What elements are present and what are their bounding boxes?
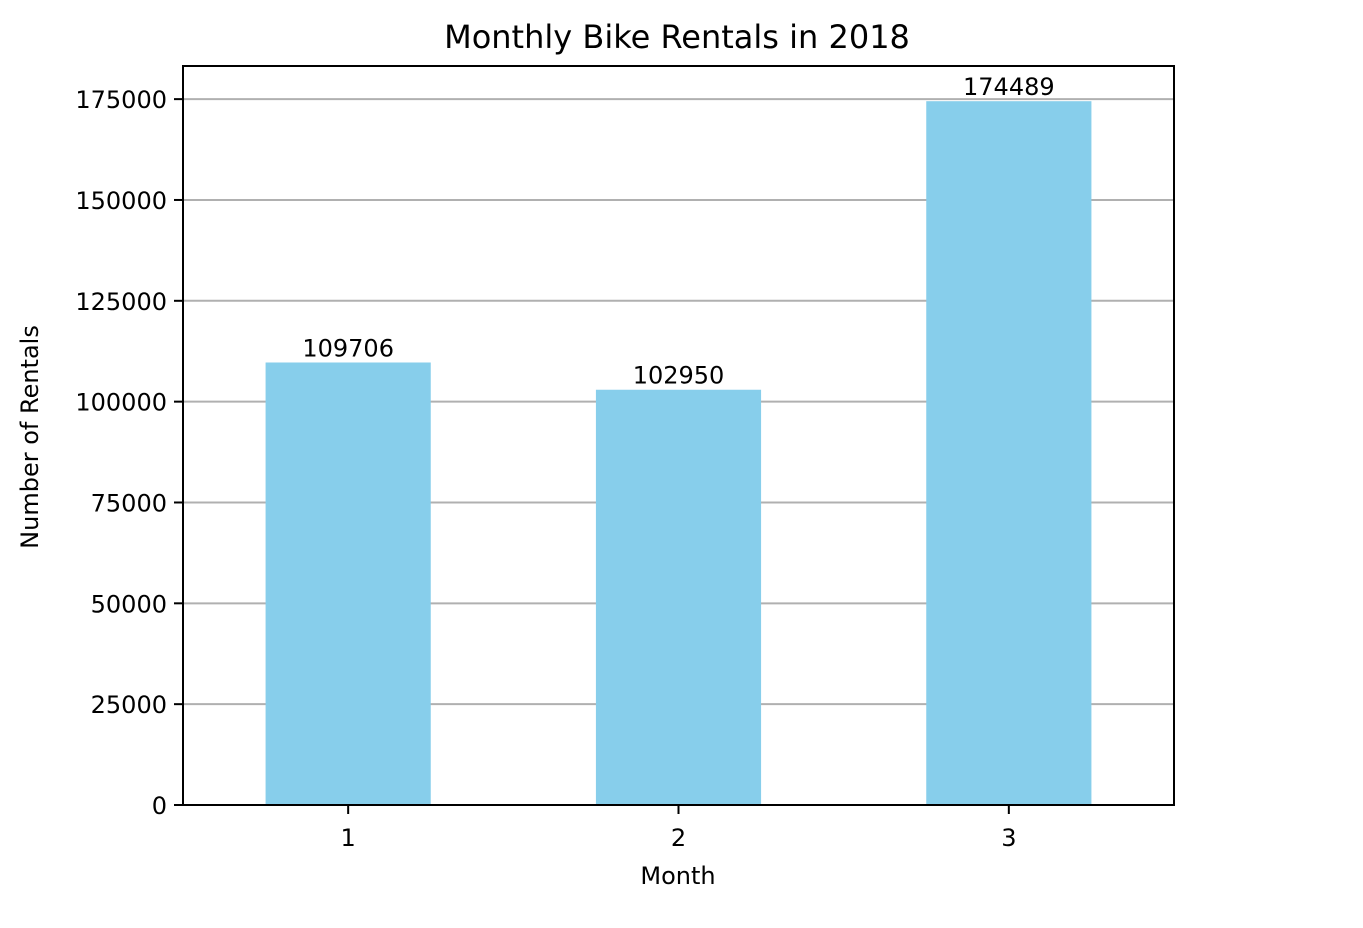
x-tick-label: 1 — [341, 824, 356, 852]
y-tick-label: 175000 — [75, 86, 167, 114]
bar-month-1 — [265, 362, 431, 805]
y-tick-label: 150000 — [75, 187, 167, 215]
data-labels: 109706 102950 174489 — [302, 73, 1054, 390]
y-tick-label: 125000 — [75, 288, 167, 316]
x-tick-label: 3 — [1001, 824, 1016, 852]
y-tick-label: 0 — [152, 792, 167, 820]
y-tick-label: 75000 — [91, 489, 167, 517]
y-tick-label: 50000 — [91, 590, 167, 618]
x-axis-ticks: 1 2 3 — [341, 805, 1016, 852]
x-axis-label: Month — [640, 862, 715, 890]
x-tick-label: 2 — [671, 824, 686, 852]
data-label-month-3: 174489 — [963, 73, 1055, 101]
y-tick-label: 100000 — [75, 389, 167, 417]
bar-month-3 — [926, 101, 1092, 806]
bars — [265, 101, 1092, 806]
data-label-month-2: 102950 — [633, 362, 725, 390]
y-tick-label: 25000 — [91, 691, 167, 719]
bar-month-2 — [595, 389, 762, 805]
y-axis-ticks: 0 25000 50000 75000 100000 125000 150000 175000 — [75, 86, 183, 820]
data-label-month-1: 109706 — [302, 334, 394, 362]
chart-title: Monthly Bike Rentals in 2018 — [444, 18, 910, 56]
y-axis-label: Number of Rentals — [16, 325, 44, 549]
